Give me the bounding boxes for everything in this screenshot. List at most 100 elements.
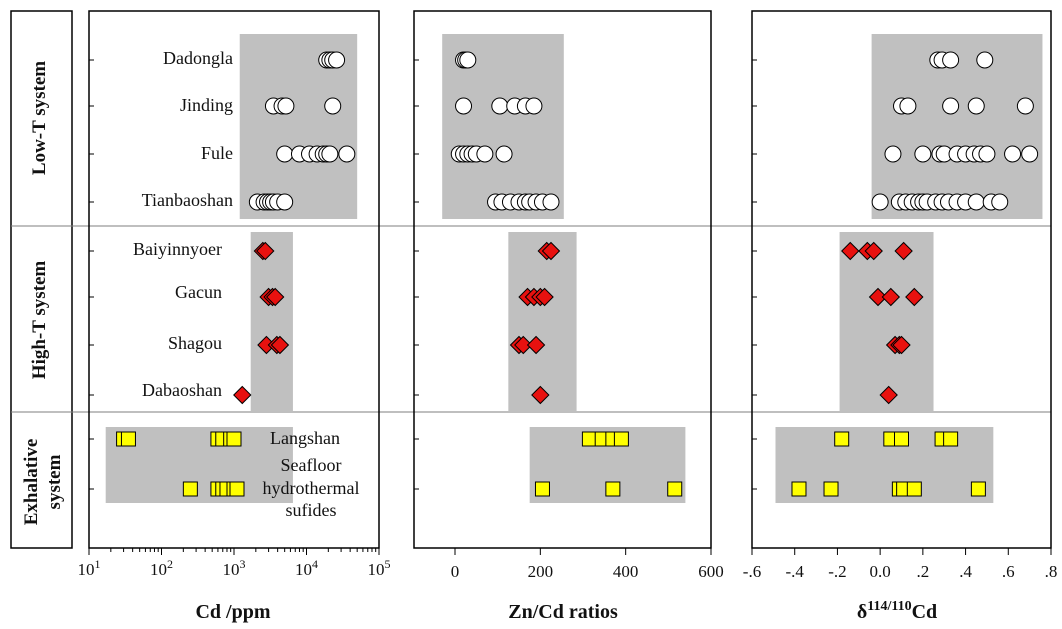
data-point-zncd-seafloor-hydrothermal-sufides-2 <box>605 481 621 497</box>
cd-tick-exponent: 3 <box>240 557 246 571</box>
data-point-zncd-fule-7 <box>495 145 513 163</box>
data-point-delta-shagou-3 <box>892 335 911 355</box>
data-point-delta-baiyinnyoer-1 <box>841 241 860 261</box>
axis-title-delta-superscript: 114/110 <box>867 599 911 614</box>
data-point-zncd-shagou-2 <box>514 335 533 355</box>
data-point-delta-jinding-5 <box>1016 97 1034 115</box>
data-point-delta-baiyinnyoer-4 <box>894 241 913 261</box>
row-label-dabaoshan: Dabaoshan <box>142 380 222 400</box>
delta-tick-label-1: -.6 <box>743 562 761 581</box>
data-point-delta-gacun-2 <box>881 287 901 307</box>
data-point-cd-fule-7 <box>321 145 339 163</box>
panel-frame-delta <box>751 10 1052 549</box>
data-point-cd-gacun-3 <box>265 287 285 307</box>
data-point-delta-fule-9 <box>978 145 996 163</box>
row-label-dadongla: Dadongla <box>163 48 233 68</box>
cd-tick-base: 10 <box>223 560 240 579</box>
data-point-zncd-jinding-5 <box>525 97 543 115</box>
delta-tick-label-3: -.2 <box>828 562 846 581</box>
axis-title-cd: Cd /ppm <box>195 601 270 623</box>
data-point-delta-langshan-5 <box>943 431 959 447</box>
data-point-cd-seafloor-hydrothermal-sufides-6 <box>229 481 245 497</box>
data-point-delta-fule-11 <box>1021 145 1039 163</box>
row-label-jinding: Jinding <box>180 95 233 115</box>
data-point-cd-tianbaoshan-7 <box>276 193 294 211</box>
row-label-shagou: Shagou <box>168 333 222 353</box>
range-band-zncd-2 <box>508 232 577 411</box>
cd-tick-exponent: 1 <box>95 557 101 571</box>
row-label-seafloor-line1: Seafloor <box>281 455 342 475</box>
panel-frame-zncd <box>413 10 712 549</box>
row-label-langshan: Langshan <box>270 428 340 448</box>
data-point-delta-seafloor-hydrothermal-sufides-5 <box>906 481 922 497</box>
axis-title-zncd: Zn/Cd ratios <box>508 601 618 623</box>
data-point-delta-tianbaoshan-15 <box>991 193 1009 211</box>
data-point-delta-tianbaoshan-1 <box>871 193 889 211</box>
data-point-cd-jinding-4 <box>324 97 342 115</box>
chart-panel-zncd <box>413 10 712 549</box>
row-label-tianbaoshan: Tianbaoshan <box>142 190 233 210</box>
data-point-zncd-gacun-4 <box>535 287 554 307</box>
chart-panel-delta <box>751 10 1052 549</box>
axis-title-delta: δ114/110Cd <box>857 599 937 623</box>
row-label-seafloor-line2: hydrothermal <box>263 478 360 498</box>
delta-tick-label-7: .6 <box>1002 562 1015 581</box>
group-label-exhalative-line1: Exhalative <box>21 439 42 526</box>
range-band-cd-3 <box>105 427 293 503</box>
data-point-cd-dabaoshan-1 <box>233 385 252 405</box>
delta-tick-label-8: .8 <box>1045 562 1058 581</box>
data-point-zncd-jinding-1 <box>455 97 473 115</box>
cd-tick-base: 10 <box>368 560 385 579</box>
axis-title-delta-symbol: δ <box>857 601 867 623</box>
data-point-delta-tianbaoshan-13 <box>967 193 985 211</box>
group-label-low: Low-T system <box>29 61 50 175</box>
data-point-cd-fule-1 <box>276 145 294 163</box>
group-label-column-frame <box>10 10 73 549</box>
cd-tick-label-4: 104 <box>295 557 318 579</box>
data-point-delta-fule-2 <box>914 145 932 163</box>
data-point-zncd-baiyinnyoer-2 <box>541 241 561 261</box>
data-point-zncd-langshan-1 <box>581 431 597 447</box>
cd-tick-label-5: 105 <box>368 557 391 579</box>
data-point-zncd-dabaoshan-1 <box>531 385 550 405</box>
delta-tick-label-2: -.4 <box>786 562 805 581</box>
data-point-delta-dadongla-4 <box>976 51 994 69</box>
data-point-cd-jinding-3 <box>277 97 295 115</box>
row-label-baiyinnyoer: Baiyinnyoer <box>133 239 222 259</box>
data-point-zncd-seafloor-hydrothermal-sufides-1 <box>534 481 550 497</box>
delta-tick-label-5: .2 <box>916 562 929 581</box>
data-point-delta-gacun-1 <box>868 287 888 307</box>
cd-tick-exponent: 5 <box>385 557 391 571</box>
row-label-fule: Fule <box>201 143 233 163</box>
data-point-zncd-fule-6 <box>476 145 494 163</box>
data-point-delta-baiyinnyoer-3 <box>864 241 883 261</box>
data-point-delta-langshan-3 <box>894 431 909 447</box>
delta-tick-label-4: 0.0 <box>870 562 891 581</box>
data-point-zncd-dadongla-3 <box>459 51 477 69</box>
data-point-cd-dadongla-4 <box>328 51 346 69</box>
group-label-exhalative-line2: system <box>44 454 65 509</box>
data-point-cd-seafloor-hydrothermal-sufides-1 <box>182 481 198 497</box>
cd-tick-label-2: 102 <box>150 557 173 579</box>
data-point-zncd-langshan-4 <box>613 431 629 447</box>
zncd-tick-label-2: 200 <box>528 562 554 581</box>
row-label-seafloor-line3: sufides <box>286 500 337 520</box>
data-point-zncd-seafloor-hydrothermal-sufides-3 <box>667 481 683 497</box>
data-point-delta-seafloor-hydrothermal-sufides-6 <box>970 481 986 497</box>
cd-tick-label-3: 103 <box>223 557 246 579</box>
zncd-tick-label-4: 600 <box>698 562 724 581</box>
panel-layer: 101 102 103 104 105 0 200 400 600 -.6 -.4 -.2 0.0.2.… <box>10 10 1058 581</box>
zncd-tick-label-3: 400 <box>613 562 639 581</box>
range-band-delta-2 <box>839 232 934 411</box>
group-label-high: High-T system <box>29 261 50 380</box>
data-point-delta-jinding-4 <box>967 97 985 115</box>
cd-tick-base: 10 <box>150 560 167 579</box>
cd-tick-base: 10 <box>78 560 95 579</box>
data-point-cd-shagou-3 <box>270 335 290 355</box>
cd-tick-exponent: 4 <box>312 557 318 571</box>
chart-panel-cd <box>88 10 380 549</box>
row-label-gacun: Gacun <box>175 282 222 302</box>
data-point-zncd-jinding-2 <box>491 97 509 115</box>
cd-tick-base: 10 <box>295 560 312 579</box>
